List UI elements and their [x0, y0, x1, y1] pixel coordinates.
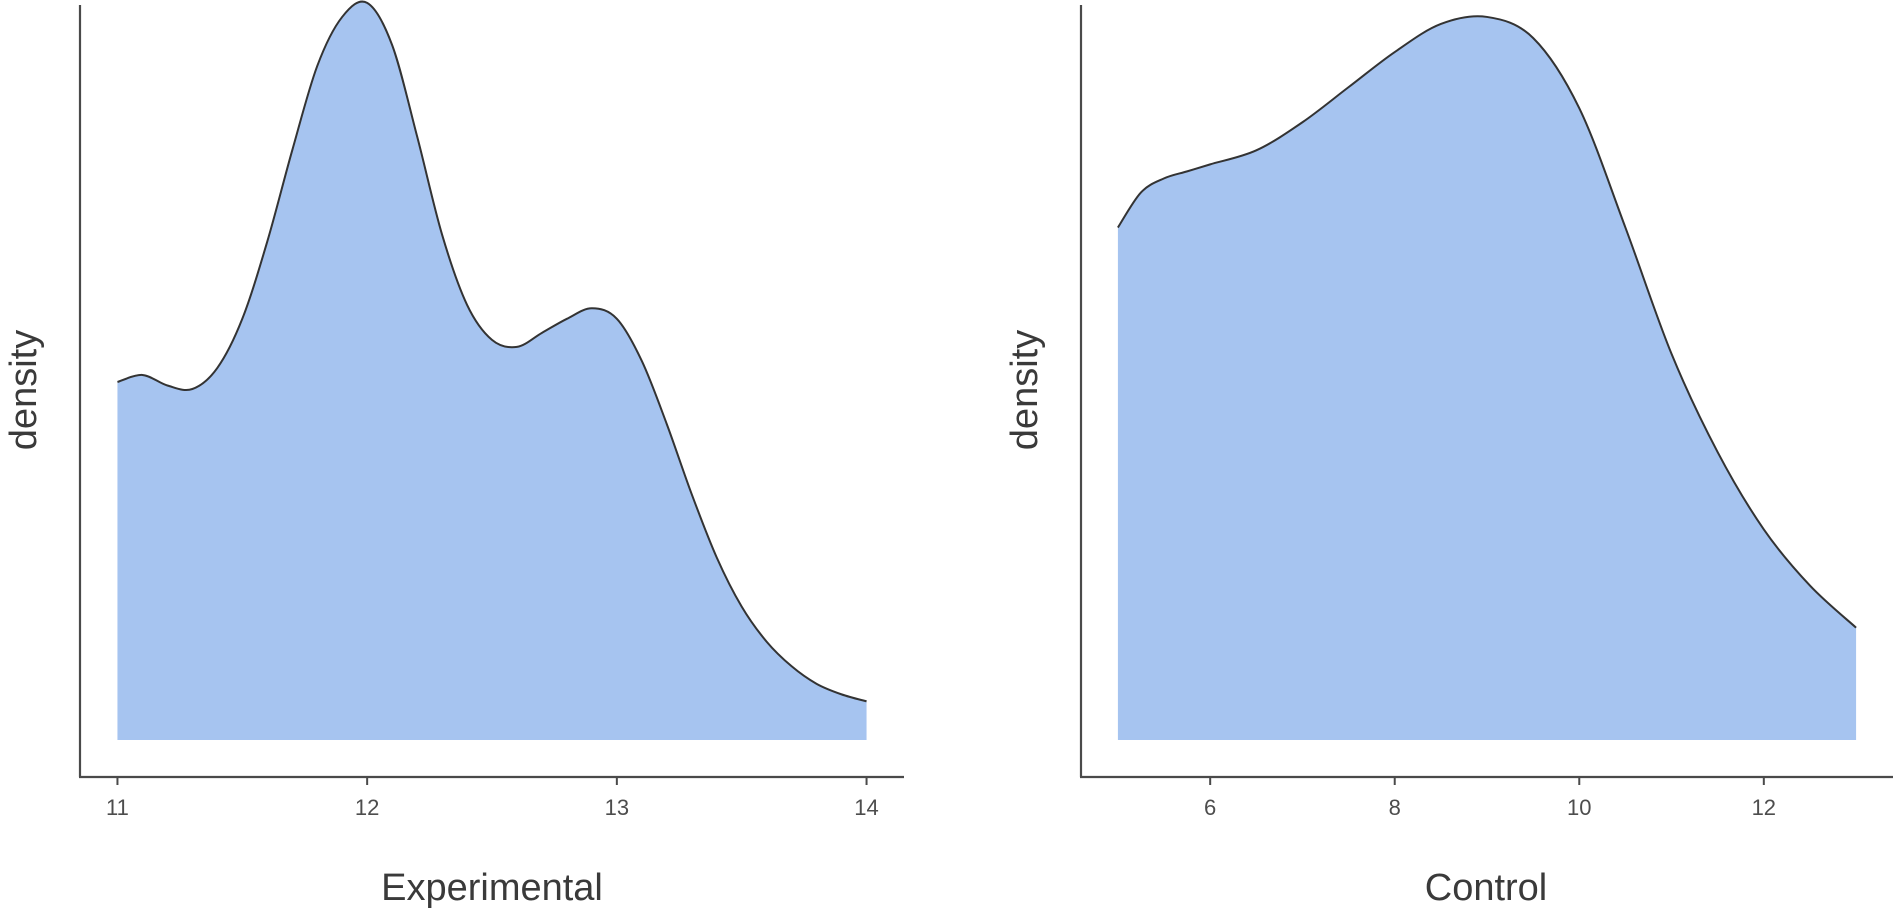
experimental-x-tick-label: 11	[106, 795, 129, 820]
control-y-axis-title: density	[1004, 330, 1046, 450]
experimental-density-fill	[117, 1, 867, 741]
control-density-area	[1117, 15, 1857, 741]
control-x-tick-label: 6	[1204, 795, 1216, 820]
experimental-x-ticks: 11 12 13 14	[106, 777, 879, 820]
experimental-x-tick-label: 13	[605, 795, 629, 820]
experimental-y-axis-title: density	[3, 330, 45, 450]
experimental-x-tick-label: 12	[355, 795, 379, 820]
control-x-ticks: 6 8 10 12	[1204, 777, 1776, 820]
control-x-tick-label: 12	[1752, 795, 1776, 820]
control-x-tick-label: 8	[1389, 795, 1401, 820]
experimental-density-line	[117, 0, 867, 703]
control-density-line	[1117, 15, 1857, 629]
control-x-tick-label: 10	[1567, 795, 1591, 820]
experimental-x-tick-label: 14	[854, 795, 878, 820]
experimental-density-area	[117, 0, 867, 741]
panel-experimental: 11 12 13 14 Experimental density	[3, 0, 904, 909]
panel-control: 6 8 10 12 Control density	[1004, 5, 1893, 909]
experimental-x-axis-title: Experimental	[381, 867, 603, 909]
control-x-axis-title: Control	[1425, 867, 1548, 909]
control-density-fill	[1117, 16, 1857, 741]
